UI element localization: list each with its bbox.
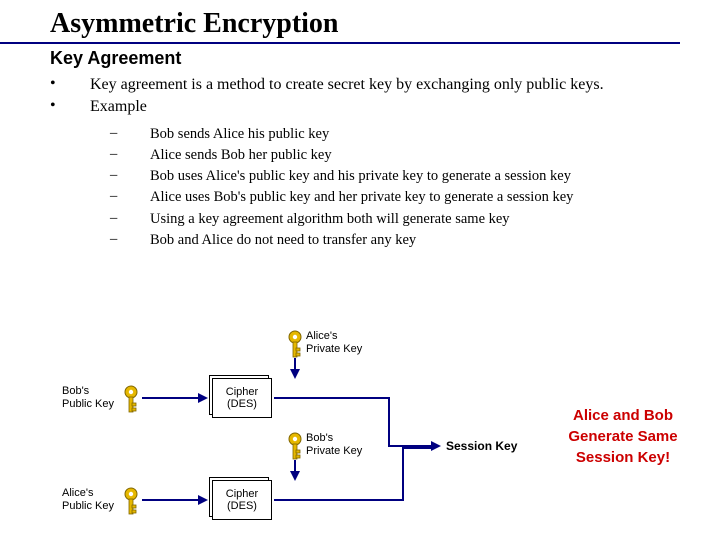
cipher-box: Cipher (DES) xyxy=(212,480,272,520)
list-item: –Bob uses Alice's public key and his pri… xyxy=(110,167,690,185)
arrow-right-icon xyxy=(198,393,208,403)
bullet-text: Example xyxy=(90,97,690,117)
alice-private-key-label: Alice's Private Key xyxy=(306,330,362,356)
cipher-box: Cipher (DES) xyxy=(212,378,272,418)
connector-line xyxy=(402,447,433,449)
bullet-text: Bob uses Alice's public key and his priv… xyxy=(150,167,690,185)
bullet-text: Bob sends Alice his public key xyxy=(150,125,690,143)
bullet-list: • Key agreement is a method to create se… xyxy=(0,75,720,249)
dash-marker: – xyxy=(110,210,150,228)
connector-line xyxy=(388,397,390,447)
arrow-right-icon xyxy=(198,495,208,505)
connector-line xyxy=(274,499,404,501)
dash-marker: – xyxy=(110,231,150,249)
bob-public-key-label: Bob's Public Key xyxy=(62,385,114,411)
list-item: –Alice sends Bob her public key xyxy=(110,146,690,164)
bullet-text: Using a key agreement algorithm both wil… xyxy=(150,210,690,228)
key-icon xyxy=(120,385,142,415)
key-agreement-diagram: Alice's Private Key Bob's Public Key Cip… xyxy=(0,330,720,540)
list-item: –Alice uses Bob's public key and her pri… xyxy=(110,188,690,206)
dash-marker: – xyxy=(110,146,150,164)
bob-private-key-label: Bob's Private Key xyxy=(306,432,362,458)
key-icon xyxy=(284,432,306,462)
bullet-text: Alice sends Bob her public key xyxy=(150,146,690,164)
dash-marker: – xyxy=(110,188,150,206)
alice-public-key-label: Alice's Public Key xyxy=(62,487,114,513)
key-icon xyxy=(120,487,142,517)
list-item: • Example xyxy=(50,97,690,117)
page-subtitle: Key Agreement xyxy=(0,44,720,75)
list-item: –Using a key agreement algorithm both wi… xyxy=(110,210,690,228)
bullet-text: Alice uses Bob's public key and her priv… xyxy=(150,188,690,206)
bullet-text: Bob and Alice do not need to transfer an… xyxy=(150,231,690,249)
arrow-down-icon xyxy=(290,369,300,379)
connector-line xyxy=(142,499,200,501)
bullet-text: Key agreement is a method to create secr… xyxy=(90,75,690,95)
connector-line xyxy=(402,447,404,501)
session-key-label: Session Key xyxy=(446,439,517,453)
connector-line xyxy=(142,397,200,399)
key-icon xyxy=(284,330,306,360)
generate-same-label: Alice and Bob Generate Same Session Key! xyxy=(548,405,698,468)
connector-line xyxy=(274,397,390,399)
page-title: Asymmetric Encryption xyxy=(0,0,680,44)
arrow-down-icon xyxy=(290,471,300,481)
arrow-right-icon xyxy=(431,441,441,451)
sub-bullet-list: –Bob sends Alice his public key –Alice s… xyxy=(50,119,690,249)
list-item: –Bob and Alice do not need to transfer a… xyxy=(110,231,690,249)
list-item: –Bob sends Alice his public key xyxy=(110,125,690,143)
bullet-marker: • xyxy=(50,75,90,95)
bullet-marker: • xyxy=(50,97,90,117)
dash-marker: – xyxy=(110,125,150,143)
list-item: • Key agreement is a method to create se… xyxy=(50,75,690,95)
dash-marker: – xyxy=(110,167,150,185)
